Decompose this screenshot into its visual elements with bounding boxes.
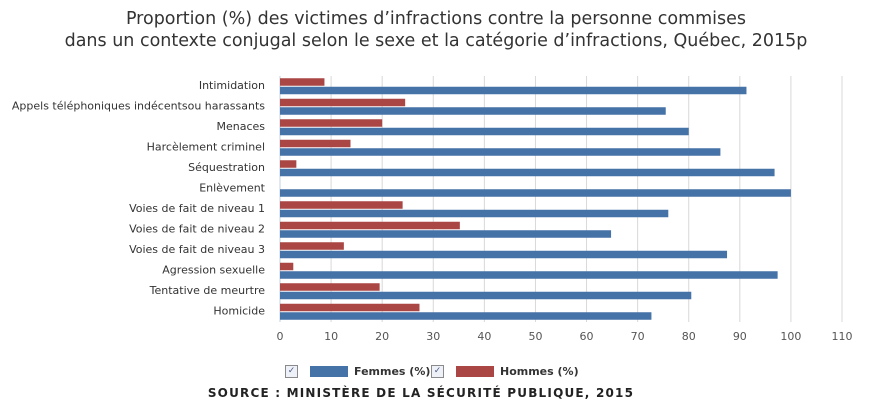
bar-femmes xyxy=(280,168,775,177)
legend-item-femmes[interactable]: ✓ Femmes (%) xyxy=(285,362,430,380)
category-label: Harcèlement criminel xyxy=(147,141,265,154)
category-label: Séquestration xyxy=(188,161,265,174)
chart-title: Proportion (%) des victimes d’infraction… xyxy=(0,8,872,52)
source-note: SOURCE : MINISTÈRE DE LA SÉCURITÉ PUBLIQ… xyxy=(207,386,635,400)
bar-hommes xyxy=(280,201,403,209)
bar-femmes xyxy=(280,250,728,259)
bar-hommes xyxy=(280,160,297,168)
category-label: Agression sexuelle xyxy=(162,264,265,277)
legend-item-hommes[interactable]: ✓ Hommes (%) xyxy=(431,362,579,380)
x-tick-label: 60 xyxy=(580,330,594,343)
bar-hommes xyxy=(280,98,406,107)
x-tick-label: 0 xyxy=(277,330,284,343)
checkbox-femmes[interactable]: ✓ xyxy=(285,364,298,378)
legend-label-hommes: Hommes (%) xyxy=(500,364,579,378)
x-tick-label: 110 xyxy=(832,330,853,343)
legend: ✓ Femmes (%) ✓ Hommes (%) xyxy=(0,362,872,382)
legend-label-femmes: Femmes (%) xyxy=(354,364,431,378)
category-label: Appels téléphoniques indécentsou harassa… xyxy=(12,100,265,113)
bar-femmes xyxy=(280,189,791,197)
category-label: Tentative de meurtre xyxy=(149,284,266,297)
category-label: Intimidation xyxy=(199,79,265,92)
category-label: Voies de fait de niveau 2 xyxy=(129,223,265,236)
bar-hommes xyxy=(280,303,420,312)
x-tick-label: 80 xyxy=(682,330,696,343)
bar-femmes xyxy=(280,271,778,279)
x-tick-label: 90 xyxy=(733,330,747,343)
bar-hommes xyxy=(280,119,383,127)
category-label: Voies de fait de niveau 1 xyxy=(129,202,265,215)
bar-chart: 0 10 20 30 40 50 60 70 80 90 100 110 Intimidation App… xyxy=(12,76,853,343)
bar-hommes xyxy=(280,242,344,250)
x-tick-label: 40 xyxy=(477,330,491,343)
bar-femmes xyxy=(280,312,652,320)
legend-swatch-femmes xyxy=(310,365,348,377)
x-tick-label: 20 xyxy=(375,330,389,343)
chart-title-line-2: dans un contexte conjugal selon le sexe … xyxy=(64,31,808,51)
category-label: Voies de fait de niveau 3 xyxy=(129,243,265,256)
bar-hommes xyxy=(280,283,380,291)
x-tick-label: 100 xyxy=(780,330,801,343)
bar-femmes xyxy=(280,107,666,115)
x-tick-label: 50 xyxy=(528,330,542,343)
category-label: Menaces xyxy=(216,120,265,133)
x-tick-label: 10 xyxy=(324,330,338,343)
bar-hommes xyxy=(280,221,460,230)
bar-femmes xyxy=(280,291,692,300)
legend-swatch-hommes xyxy=(456,365,494,377)
bar-hommes xyxy=(280,78,325,86)
bar-femmes xyxy=(280,230,612,238)
x-tick-label: 30 xyxy=(426,330,440,343)
checkbox-hommes[interactable]: ✓ xyxy=(431,364,444,378)
category-label: Homicide xyxy=(213,305,265,318)
x-tick-label: 70 xyxy=(631,330,645,343)
bar-femmes xyxy=(280,86,747,95)
bar-hommes xyxy=(280,139,351,148)
bar-femmes xyxy=(280,127,689,136)
chart-title-line-1: Proportion (%) des victimes d’infraction… xyxy=(125,9,747,29)
category-label: Enlèvement xyxy=(199,182,265,195)
bar-femmes xyxy=(280,209,669,218)
bar-femmes xyxy=(280,148,721,156)
bar-hommes xyxy=(280,262,294,271)
